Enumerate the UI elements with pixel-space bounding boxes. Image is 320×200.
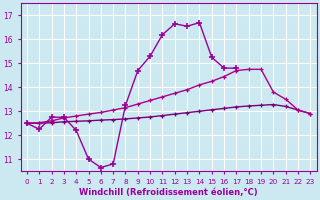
X-axis label: Windchill (Refroidissement éolien,°C): Windchill (Refroidissement éolien,°C)	[79, 188, 258, 197]
